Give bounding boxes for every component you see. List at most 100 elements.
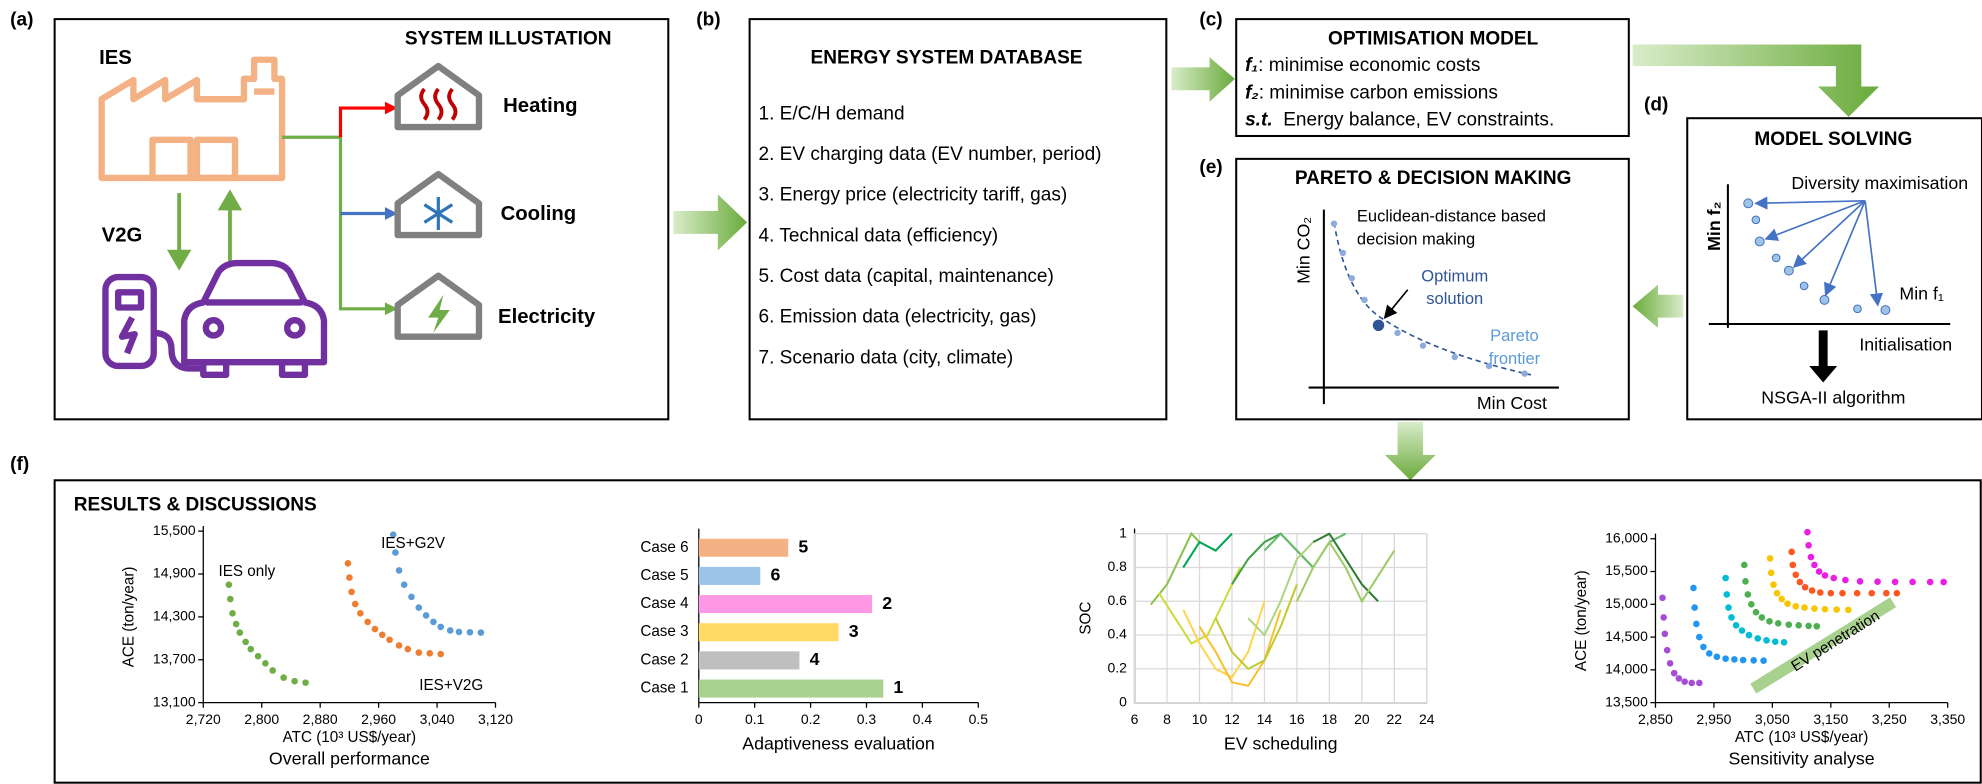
rank-label: 1	[893, 677, 903, 697]
data-point	[408, 593, 415, 601]
pareto-curve	[1333, 222, 1532, 376]
data-point	[1741, 561, 1748, 569]
data-point	[389, 531, 397, 538]
data-point	[346, 574, 353, 581]
data-point	[1742, 578, 1749, 585]
data-point	[1774, 620, 1782, 627]
x-tick-label: 22	[1387, 711, 1403, 727]
annotation: Diversity maximisation	[1791, 173, 1968, 193]
annotation: solution	[1426, 290, 1483, 308]
y-tick-label: 14,500	[1605, 628, 1648, 644]
algorithm-label: NSGA-II algorithm	[1761, 388, 1905, 408]
data-point	[1792, 571, 1800, 579]
data-point	[1758, 614, 1766, 621]
panel-box	[53, 18, 670, 421]
category-label: Case 3	[640, 623, 688, 640]
x-tick-label: 2,720	[186, 711, 221, 727]
y-tick-label: 15,000	[1605, 595, 1648, 611]
data-point	[1789, 561, 1797, 569]
rank-label: 6	[770, 565, 780, 585]
objective-symbol: f₁	[1245, 55, 1258, 76]
list-item: 5. Cost data (capital, maintenance)	[758, 266, 1053, 287]
data-point	[1696, 679, 1703, 687]
data-point	[357, 610, 364, 617]
objective-symbol: s.t.	[1245, 110, 1273, 131]
data-point	[1940, 578, 1947, 586]
data-point	[1842, 576, 1849, 584]
data-point	[1813, 622, 1821, 630]
data-point	[232, 620, 240, 628]
data-point	[1805, 541, 1812, 549]
category-label: Case 5	[640, 567, 688, 584]
bar	[698, 566, 761, 585]
data-point	[1801, 604, 1808, 611]
diversity-arrows	[1754, 196, 1883, 307]
data-point	[1696, 633, 1703, 641]
data-point	[1693, 620, 1700, 628]
house-icons	[394, 62, 483, 340]
data-point	[1745, 631, 1753, 639]
data-point	[1744, 591, 1752, 598]
chart-caption: EV scheduling	[1224, 733, 1338, 753]
data-point	[1705, 650, 1713, 657]
data-point	[1773, 589, 1781, 597]
x-tick-label: 12	[1224, 711, 1240, 727]
x-tick-label: 3,050	[1755, 711, 1790, 727]
chart-caption: Sensitivity analyse	[1729, 749, 1875, 769]
panel-tag: (d)	[1644, 95, 1668, 116]
series-label: IES only	[219, 563, 276, 580]
data-point	[1856, 578, 1864, 585]
data-point	[392, 549, 399, 556]
heating-icon	[419, 87, 458, 121]
flow-arrow	[673, 194, 748, 251]
data-point	[1845, 606, 1852, 614]
data-point	[1839, 589, 1846, 597]
data-point	[1750, 657, 1757, 664]
data-point	[1725, 604, 1732, 611]
data-point	[1815, 568, 1823, 575]
data-point	[1833, 606, 1840, 613]
objective-symbol: f₂	[1245, 82, 1259, 103]
database-list: 1. E/C/H demand 2. EV charging data (EV n…	[758, 103, 1101, 368]
annotation: frontier	[1489, 350, 1541, 368]
x-axis-label: ATC (10³ US$/year)	[1735, 729, 1868, 746]
data-point	[1722, 655, 1729, 663]
factory-icon	[98, 56, 286, 182]
x-tick-label: 0.1	[745, 711, 765, 727]
soc-line	[1158, 567, 1242, 645]
x-tick-label: 20	[1354, 711, 1370, 727]
list-item: 3. Energy price (electricity tariff, gas…	[758, 185, 1067, 206]
panel-box	[1235, 18, 1630, 138]
annotation: Optimum	[1421, 267, 1488, 285]
x-tick-label: 3,350	[1930, 711, 1965, 727]
soc-line	[1182, 532, 1233, 569]
solver-axes	[1708, 184, 1951, 328]
data-point	[280, 674, 287, 681]
data-point	[1713, 653, 1721, 661]
rank-label: 3	[849, 621, 859, 641]
y-tick-label: 13,100	[153, 693, 196, 709]
x-tick-label: 18	[1322, 711, 1338, 727]
load-label: Heating	[503, 95, 577, 117]
data-point	[1691, 604, 1698, 611]
data-point	[1874, 578, 1881, 585]
data-point	[1731, 656, 1738, 663]
data-point	[430, 618, 437, 626]
soc-line	[1150, 531, 1201, 606]
y-axis-label: ACE (ton/year)	[121, 567, 138, 668]
chart: 0 0.1 0.2 0.3 0.4 0.5 Adaptiveness evaluation C…	[640, 528, 988, 753]
data-point	[1728, 614, 1735, 621]
solver-arrow	[1809, 365, 1838, 383]
y-tick-label: 0.2	[1108, 660, 1128, 676]
bar	[698, 623, 839, 642]
category-label: Case 4	[640, 595, 689, 612]
data-point	[1796, 578, 1804, 586]
y-tick-label: 0	[1119, 693, 1127, 709]
data-point	[262, 660, 269, 667]
list-item: 1. E/C/H demand	[758, 103, 904, 124]
series-label: IES+G2V	[381, 535, 446, 552]
data-point	[415, 649, 423, 656]
x-tick-label: 16	[1289, 711, 1305, 727]
